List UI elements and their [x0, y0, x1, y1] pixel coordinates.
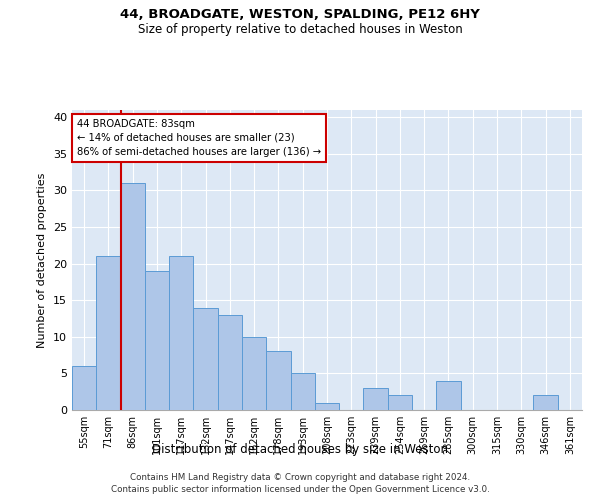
- Bar: [121, 183, 145, 410]
- Bar: [72, 366, 96, 410]
- Text: Size of property relative to detached houses in Weston: Size of property relative to detached ho…: [137, 22, 463, 36]
- Text: Distribution of detached houses by size in Weston: Distribution of detached houses by size …: [152, 442, 448, 456]
- Bar: [96, 256, 121, 410]
- Text: 44 BROADGATE: 83sqm
← 14% of detached houses are smaller (23)
86% of semi-detach: 44 BROADGATE: 83sqm ← 14% of detached ho…: [77, 119, 321, 157]
- Bar: [436, 380, 461, 410]
- Bar: [315, 402, 339, 410]
- Bar: [169, 256, 193, 410]
- Text: 44, BROADGATE, WESTON, SPALDING, PE12 6HY: 44, BROADGATE, WESTON, SPALDING, PE12 6H…: [120, 8, 480, 20]
- Bar: [145, 271, 169, 410]
- Bar: [266, 352, 290, 410]
- Text: Contains public sector information licensed under the Open Government Licence v3: Contains public sector information licen…: [110, 485, 490, 494]
- Y-axis label: Number of detached properties: Number of detached properties: [37, 172, 47, 348]
- Bar: [364, 388, 388, 410]
- Text: Contains HM Land Registry data © Crown copyright and database right 2024.: Contains HM Land Registry data © Crown c…: [130, 472, 470, 482]
- Bar: [388, 396, 412, 410]
- Bar: [242, 337, 266, 410]
- Bar: [533, 396, 558, 410]
- Bar: [193, 308, 218, 410]
- Bar: [290, 374, 315, 410]
- Bar: [218, 315, 242, 410]
